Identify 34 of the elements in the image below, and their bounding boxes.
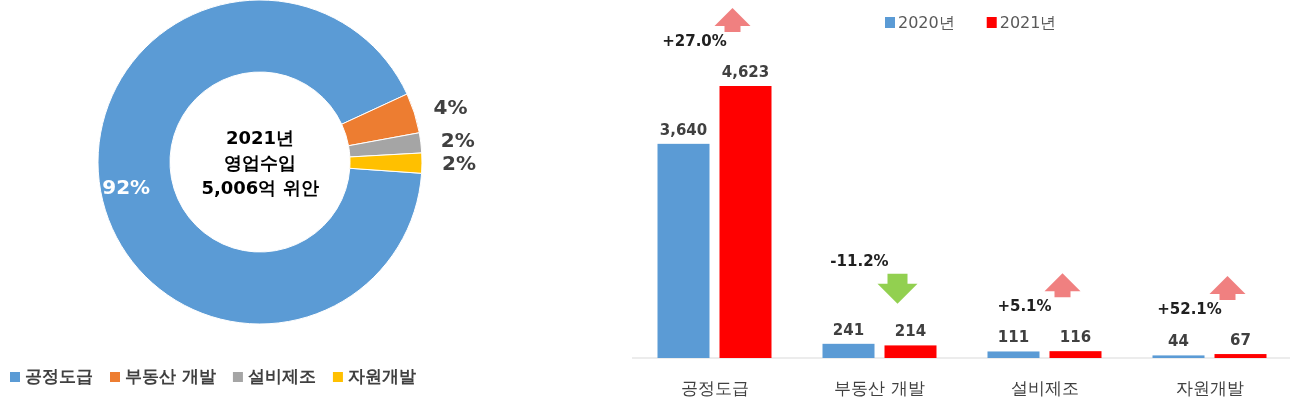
data-label: 111 [997, 328, 1030, 347]
bar [719, 86, 772, 358]
data-label: 2% [440, 128, 475, 153]
x-tick-label: 공정도급 [680, 378, 749, 398]
text: 2021년 [225, 127, 295, 148]
data-label: 4% [433, 94, 468, 119]
x-tick-label: 부동산 개발 [834, 378, 925, 398]
bar [822, 343, 875, 358]
text: 5,006억 위안 [201, 177, 319, 198]
data-label: 92% [102, 174, 151, 199]
data-label: 2% [442, 151, 476, 176]
annotation: -11.2% [830, 251, 889, 270]
annotation: +5.1% [997, 297, 1052, 316]
data-label: 214 [894, 322, 927, 341]
x-tick-label: 자원개발 [1175, 378, 1244, 398]
bar [884, 345, 937, 358]
data-label: 241 [832, 320, 865, 339]
bar [1214, 354, 1267, 358]
data-label: 3,640 [659, 120, 708, 139]
annotation: +52.1% [1157, 300, 1222, 319]
text: 영업수입 [224, 152, 296, 173]
bar [657, 143, 710, 358]
donut-slice [97, 0, 423, 325]
x-tick-label: 설비제조 [1010, 378, 1079, 398]
text: +27.0% [662, 32, 727, 50]
data-label: 116 [1059, 328, 1092, 347]
data-label: 44 [1168, 332, 1189, 351]
data-label: 67 [1230, 331, 1251, 350]
legend-label: 2021년 [999, 13, 1057, 32]
data-label: 4,623 [721, 63, 770, 81]
bar [1152, 355, 1205, 358]
legend-label: 2020년 [898, 13, 955, 32]
bar [1049, 351, 1102, 358]
bar [987, 351, 1040, 358]
